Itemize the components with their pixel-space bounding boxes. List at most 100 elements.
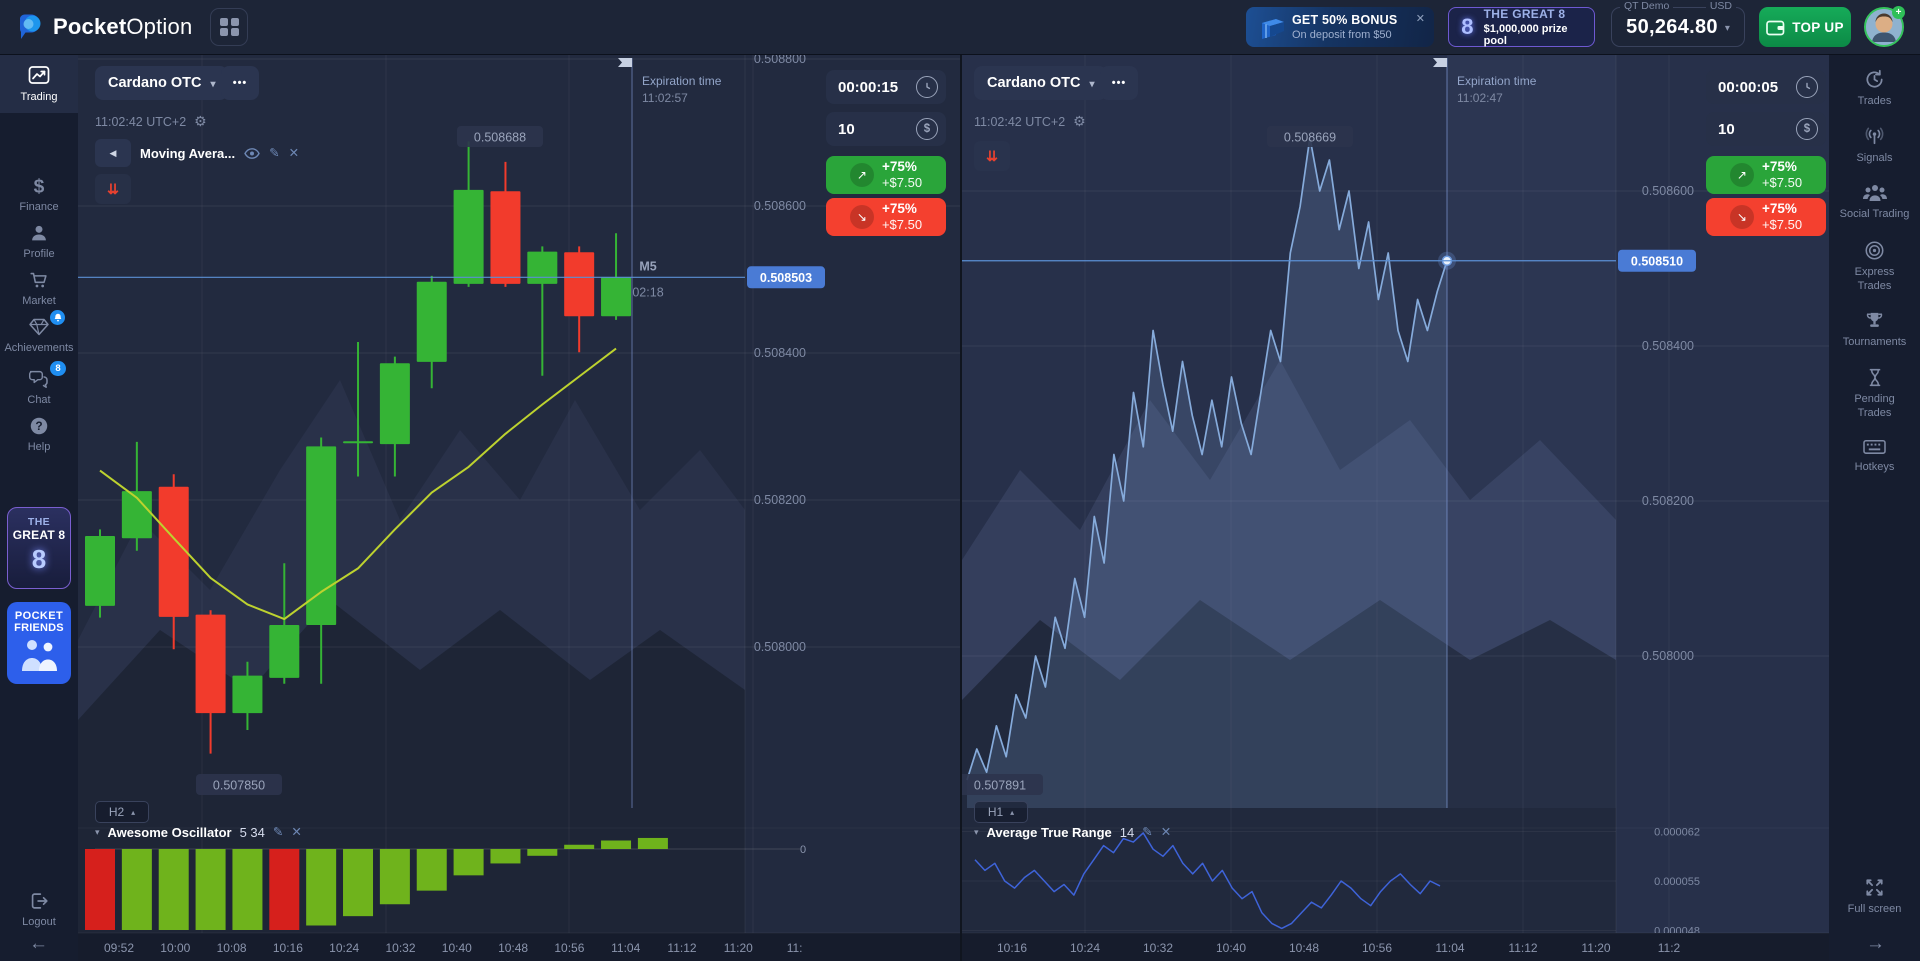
chevron-down-icon[interactable]: ▾: [974, 827, 979, 837]
sidebar-item-market[interactable]: Market: [0, 261, 78, 309]
timer-value: 00:00:15: [838, 78, 899, 96]
chart-menu-button-left[interactable]: •••: [221, 66, 259, 100]
put-button-left[interactable]: ↘ +75% +$7.50: [826, 198, 946, 236]
eye-icon[interactable]: [244, 147, 260, 159]
user-avatar[interactable]: +: [1864, 6, 1905, 47]
svg-text:10:24: 10:24: [1070, 941, 1100, 955]
amount-input-left[interactable]: 10 $: [826, 112, 946, 146]
svg-text:$: $: [34, 176, 45, 197]
svg-text:0.508510: 0.508510: [1631, 254, 1683, 268]
chart-clock-right: 11:02:42 UTC+2 ⚙: [974, 113, 1086, 130]
grid-icon: [220, 17, 239, 37]
svg-text:10:16: 10:16: [273, 941, 303, 955]
sidebar-item-label: Social Trading: [1839, 208, 1910, 220]
sidebar-item-label: Pending Trades: [1854, 393, 1895, 419]
close-icon[interactable]: ✕: [291, 825, 302, 840]
app-logo[interactable]: PocketOption: [16, 13, 192, 41]
amount-input-right[interactable]: 10 $: [1706, 112, 1826, 146]
target-icon: [1865, 241, 1884, 260]
sidebar-item-pending-trades[interactable]: Pending Trades: [1829, 358, 1920, 421]
expiration-line-right: [1433, 58, 1448, 808]
sidebar-item-chat[interactable]: Chat 8: [0, 360, 78, 408]
sidebar-item-express-trades[interactable]: Express Trades: [1829, 231, 1920, 294]
svg-text:0.508600: 0.508600: [754, 199, 806, 213]
call-button-right[interactable]: ↗ +75% +$7.50: [1706, 156, 1826, 194]
sidebar-item-tournaments[interactable]: Tournaments: [1829, 301, 1920, 350]
sidebar-item-profile[interactable]: Profile: [0, 214, 78, 262]
right-chart-canvas[interactable]: 0.508600 0.508400 0.508200 0.508000 0.508510…: [962, 55, 1829, 961]
close-icon[interactable]: ✕: [1160, 825, 1172, 840]
sidebar-item-hotkeys[interactable]: Hotkeys: [1829, 428, 1920, 475]
put-button-right[interactable]: ↘ +75% +$7.50: [1706, 198, 1826, 236]
pencil-icon[interactable]: ✎: [272, 825, 284, 840]
fullscreen-button[interactable]: Full screen: [1829, 868, 1920, 917]
svg-text:09:52: 09:52: [104, 941, 134, 955]
fullscreen-label: Full screen: [1847, 903, 1902, 915]
logout-label: Logout: [22, 916, 56, 928]
call-button-left[interactable]: ↗ +75% +$7.50: [826, 156, 946, 194]
add-funds-badge: +: [1892, 6, 1905, 19]
oscillator-name: Awesome Oscillator: [107, 825, 232, 840]
layout-grid-button[interactable]: [210, 8, 249, 46]
svg-text:11:2: 11:2: [1658, 941, 1681, 955]
sidebar-item-help[interactable]: ? Help: [0, 407, 78, 455]
svg-text:0: 0: [800, 844, 806, 856]
pocket-friends-banner[interactable]: POCKET FRIENDS: [7, 602, 71, 684]
chart-menu-button-right[interactable]: •••: [1100, 66, 1138, 100]
dollar-icon: $: [34, 176, 45, 197]
close-icon[interactable]: ✕: [288, 145, 300, 160]
close-icon[interactable]: ✕: [1415, 13, 1425, 25]
great8-banner[interactable]: 8 THE GREAT 8 $1,000,000 prize pool: [1448, 7, 1595, 47]
svg-text:10:00: 10:00: [160, 941, 190, 955]
expiration-timer-input-left[interactable]: 00:00:15: [826, 70, 946, 104]
collapse-sidebar-arrow[interactable]: ←: [29, 933, 48, 954]
moving-average-line: [99, 347, 617, 621]
keyboard-icon: [1863, 440, 1886, 454]
clock-text: 11:02:42 UTC+2: [974, 114, 1066, 129]
timeframe-selector-left[interactable]: H2 ▴: [95, 801, 149, 823]
app-logo-text: PocketOption: [53, 14, 193, 39]
bonus-banner[interactable]: GET 50% BONUS On deposit from $50 ✕: [1246, 7, 1434, 47]
collapse-indicator-button[interactable]: ◀: [95, 139, 131, 167]
sidebar-item-trades[interactable]: Trades: [1829, 60, 1920, 109]
sidebar-item-label: Trading: [20, 91, 58, 103]
bonus-title: GET 50% BONUS: [1292, 13, 1398, 27]
pencil-icon[interactable]: ✎: [1142, 825, 1153, 840]
great8-sidebar-banner[interactable]: THE GREAT 8 8: [7, 507, 71, 589]
oscillator-params: 5 34: [239, 825, 265, 840]
sidebar-item-label: Achievements: [4, 342, 74, 354]
invert-chart-button-right[interactable]: ⇊: [974, 141, 1010, 171]
pencil-icon[interactable]: ✎: [269, 145, 280, 160]
account-balance-selector[interactable]: QT Demo USD 50,264.80 ▾: [1611, 0, 1745, 47]
svg-text:10:40: 10:40: [442, 941, 472, 955]
sidebar-item-trading[interactable]: Trading: [0, 55, 78, 113]
gear-icon[interactable]: ⚙: [1073, 113, 1086, 129]
logout-button[interactable]: Logout: [0, 882, 78, 930]
payout-percent: +75%: [881, 159, 917, 175]
invert-chart-button-left[interactable]: ⇊: [95, 174, 131, 204]
friends-art: [22, 640, 57, 671]
sidebar-item-social-trading[interactable]: Social Trading: [1829, 174, 1920, 222]
timeframe-selector-right[interactable]: H1 ▴: [974, 801, 1028, 823]
chevron-down-icon[interactable]: ▾: [95, 827, 100, 837]
logout-icon: [31, 893, 48, 909]
chevron-up-icon: ▴: [1010, 807, 1015, 817]
account-type-label: QT Demo: [1620, 0, 1674, 12]
clock-text: 11:02:42 UTC+2: [95, 114, 187, 129]
svg-text:10:08: 10:08: [217, 941, 247, 955]
timer-value: 00:00:05: [1718, 78, 1779, 96]
asset-selector-right[interactable]: Cardano OTC ▾: [974, 66, 1108, 100]
left-chart-canvas[interactable]: 0.508800 0.508600 0.508400 0.508200 0.508000…: [78, 55, 962, 961]
sidebar-item-signals[interactable]: Signals: [1829, 117, 1920, 166]
expand-sidebar-arrow[interactable]: →: [1866, 933, 1885, 954]
svg-text:11:04: 11:04: [611, 941, 640, 955]
great8-title: THE GREAT 8: [1483, 7, 1566, 21]
sidebar-item-achievements[interactable]: Achievements: [0, 308, 78, 356]
expiration-timer-input-right[interactable]: 00:00:05: [1706, 70, 1826, 104]
chevron-up-icon: ▴: [131, 807, 136, 817]
bonus-banner-text: GET 50% BONUS On deposit from $50: [1292, 13, 1397, 41]
top-up-button[interactable]: TOP UP: [1759, 7, 1851, 47]
asset-selector-left[interactable]: Cardano OTC ▾: [95, 66, 229, 100]
sidebar-item-finance[interactable]: $ Finance: [0, 167, 78, 215]
gear-icon[interactable]: ⚙: [194, 113, 207, 129]
